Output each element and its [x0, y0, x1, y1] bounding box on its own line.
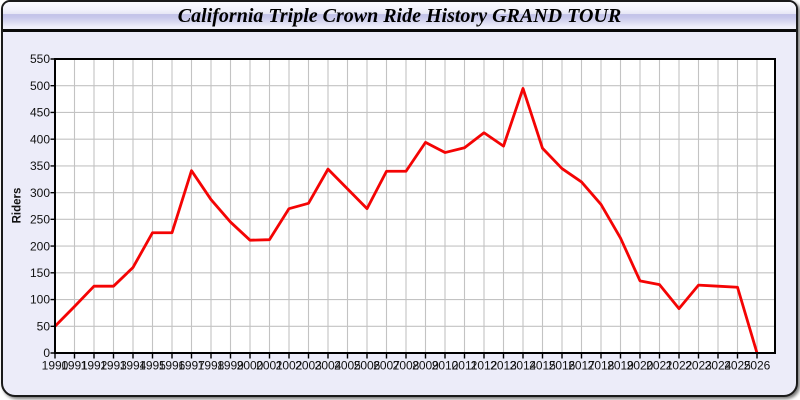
svg-text:1998: 1998 — [198, 359, 225, 373]
svg-text:550: 550 — [30, 52, 50, 66]
svg-text:1996: 1996 — [159, 359, 186, 373]
svg-text:2003: 2003 — [295, 359, 322, 373]
svg-text:1997: 1997 — [178, 359, 205, 373]
svg-text:2014: 2014 — [510, 359, 537, 373]
svg-text:2021: 2021 — [646, 359, 673, 373]
svg-text:1993: 1993 — [100, 359, 127, 373]
svg-text:200: 200 — [30, 239, 50, 253]
svg-text:Riders: Riders — [12, 188, 24, 224]
svg-text:300: 300 — [30, 186, 50, 200]
svg-text:2007: 2007 — [373, 359, 400, 373]
svg-text:500: 500 — [30, 79, 50, 93]
svg-text:400: 400 — [30, 132, 50, 146]
svg-text:50: 50 — [37, 320, 51, 334]
svg-text:150: 150 — [30, 266, 50, 280]
svg-text:2009: 2009 — [412, 359, 439, 373]
svg-text:2026: 2026 — [744, 359, 771, 373]
svg-text:1991: 1991 — [61, 359, 88, 373]
svg-text:450: 450 — [30, 106, 50, 120]
svg-text:350: 350 — [30, 159, 50, 173]
svg-text:2008: 2008 — [393, 359, 420, 373]
svg-text:2023: 2023 — [685, 359, 712, 373]
svg-text:2013: 2013 — [490, 359, 517, 373]
svg-text:0: 0 — [43, 346, 50, 360]
svg-text:2001: 2001 — [256, 359, 283, 373]
svg-text:2010: 2010 — [432, 359, 459, 373]
svg-text:1994: 1994 — [120, 359, 147, 373]
svg-text:2024: 2024 — [705, 359, 732, 373]
svg-text:2020: 2020 — [627, 359, 654, 373]
svg-text:2015: 2015 — [529, 359, 556, 373]
svg-text:1990: 1990 — [42, 359, 69, 373]
svg-text:250: 250 — [30, 213, 50, 227]
svg-text:2004: 2004 — [315, 359, 342, 373]
svg-text:2006: 2006 — [354, 359, 381, 373]
svg-text:2017: 2017 — [568, 359, 595, 373]
svg-text:2018: 2018 — [588, 359, 615, 373]
svg-text:2000: 2000 — [237, 359, 264, 373]
svg-text:2016: 2016 — [549, 359, 576, 373]
svg-text:2019: 2019 — [607, 359, 634, 373]
svg-text:2011: 2011 — [452, 359, 478, 373]
svg-text:2012: 2012 — [471, 359, 498, 373]
svg-text:1999: 1999 — [217, 359, 244, 373]
svg-text:2025: 2025 — [724, 359, 751, 373]
svg-text:2005: 2005 — [334, 359, 361, 373]
svg-text:100: 100 — [30, 293, 50, 307]
svg-text:1992: 1992 — [81, 359, 108, 373]
svg-text:2002: 2002 — [276, 359, 303, 373]
svg-text:1995: 1995 — [139, 359, 166, 373]
svg-text:2022: 2022 — [666, 359, 693, 373]
